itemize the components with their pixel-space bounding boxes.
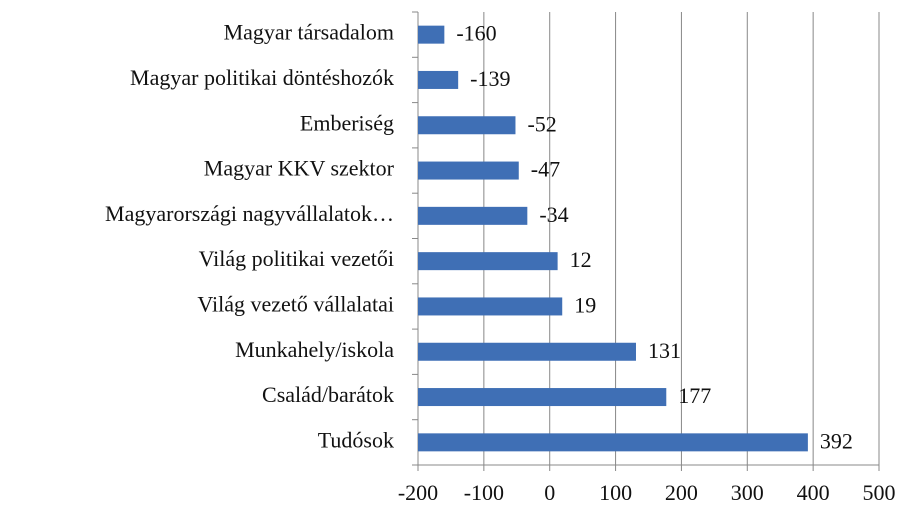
value-label: -34 <box>539 202 568 227</box>
value-label: -47 <box>531 157 560 182</box>
value-label: 131 <box>648 338 681 363</box>
y-tick-label: Magyar társadalom <box>224 20 394 45</box>
x-tick-label: -100 <box>464 480 504 505</box>
x-tick-label: -200 <box>398 480 438 505</box>
y-tick-label: Emberiség <box>300 110 394 135</box>
bar <box>418 252 558 271</box>
x-tick-label: 500 <box>863 480 896 505</box>
x-tick-label: 0 <box>544 480 555 505</box>
y-tick-label: Világ vezető vállalatai <box>197 291 394 316</box>
value-label: -139 <box>470 66 510 91</box>
value-label: -52 <box>527 111 556 136</box>
value-label: 19 <box>574 292 596 317</box>
x-tick-label: 100 <box>599 480 632 505</box>
y-tick-label: Magyarországi nagyvállalatok… <box>105 201 394 226</box>
bar <box>418 70 459 89</box>
bar <box>418 116 516 135</box>
bar <box>418 25 445 44</box>
y-tick-label: Magyar politikai döntéshozók <box>130 65 394 90</box>
bar <box>418 433 808 452</box>
y-tick-label: Munkahely/iskola <box>235 337 394 362</box>
bar <box>418 206 528 225</box>
y-tick-label: Világ politikai vezetői <box>199 246 394 271</box>
y-tick-label: Család/barátok <box>262 382 394 407</box>
value-label: 177 <box>678 383 711 408</box>
x-tick-label: 400 <box>797 480 830 505</box>
x-tick-label: 300 <box>731 480 764 505</box>
bar <box>418 297 563 316</box>
value-label: 392 <box>820 428 853 453</box>
x-tick-label: 200 <box>665 480 698 505</box>
value-label: 12 <box>570 247 592 272</box>
value-label: -160 <box>456 21 496 46</box>
bar <box>418 388 667 407</box>
bar <box>418 161 519 180</box>
y-tick-label: Tudósok <box>318 427 394 452</box>
bar <box>418 342 636 361</box>
y-tick-label: Magyar KKV szektor <box>204 156 395 181</box>
